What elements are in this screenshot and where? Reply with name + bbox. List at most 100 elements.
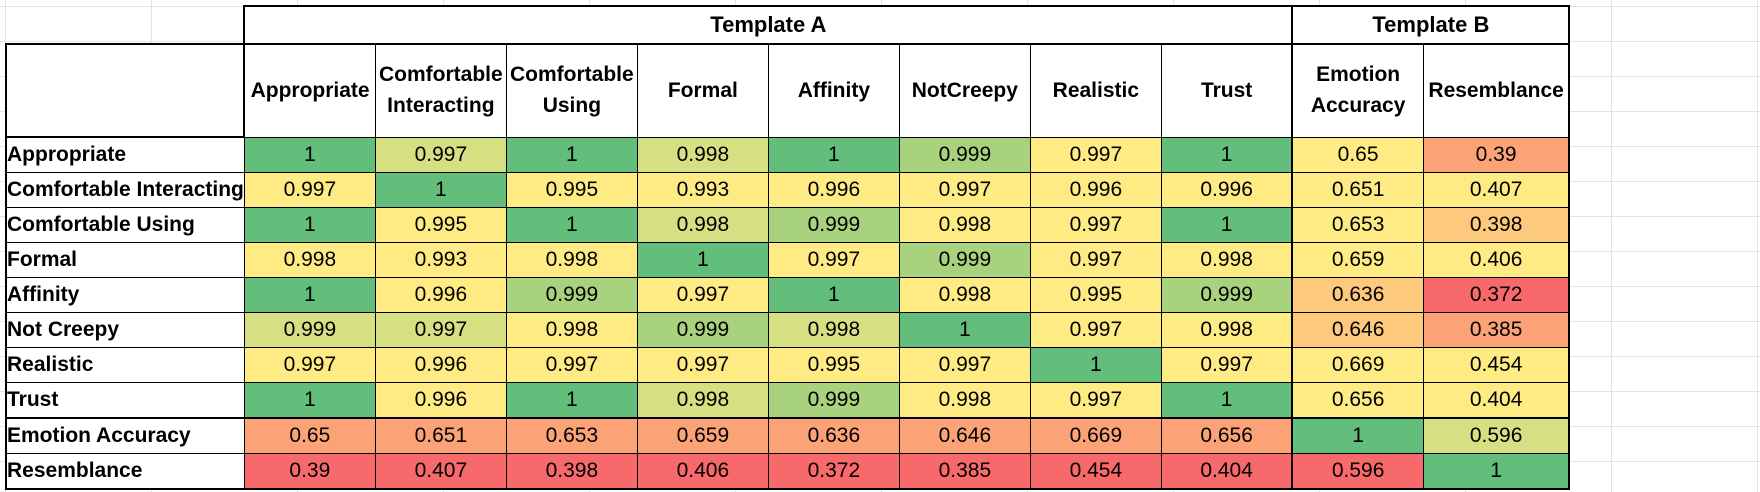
value-cell[interactable]: 0.999 [767,207,900,243]
row-header[interactable]: Formal [4,242,245,278]
value-cell[interactable]: 0.659 [636,417,769,454]
value-cell[interactable]: 1 [1160,382,1294,419]
value-cell[interactable]: 1 [636,242,769,278]
value-cell[interactable]: 0.997 [505,347,638,383]
value-cell[interactable]: 0.997 [1029,136,1162,173]
value-cell[interactable]: 0.998 [767,312,900,348]
value-cell[interactable]: 0.636 [767,417,900,454]
value-cell[interactable]: 0.998 [1160,242,1294,278]
value-cell[interactable]: 0.646 [1291,312,1424,348]
value-cell[interactable]: 0.385 [898,453,1031,490]
row-header[interactable]: Comfortable Using [4,207,245,243]
value-cell[interactable]: 1 [243,382,376,419]
value-cell[interactable]: 0.999 [898,242,1031,278]
value-cell[interactable]: 1 [243,136,376,173]
value-cell[interactable]: 0.404 [1422,382,1571,419]
column-header-emotion-accuracy[interactable]: Emotion Accuracy [1291,43,1424,138]
value-cell[interactable]: 1 [767,277,900,313]
value-cell[interactable]: 0.407 [1422,172,1571,208]
value-cell[interactable]: 0.651 [1291,172,1424,208]
value-cell[interactable]: 0.997 [636,277,769,313]
column-header-comfortable-using[interactable]: Comfortable Using [505,43,638,138]
value-cell[interactable]: 0.653 [1291,207,1424,243]
value-cell[interactable]: 0.999 [636,312,769,348]
value-cell[interactable]: 0.398 [505,453,638,490]
value-cell[interactable]: 0.997 [1029,312,1162,348]
value-cell[interactable]: 0.997 [243,172,376,208]
value-cell[interactable]: 1 [1291,417,1424,454]
value-cell[interactable]: 0.998 [636,382,769,419]
value-cell[interactable]: 0.997 [898,172,1031,208]
value-cell[interactable]: 0.398 [1422,207,1571,243]
row-header[interactable]: Trust [4,382,245,419]
value-cell[interactable]: 0.999 [1160,277,1294,313]
value-cell[interactable]: 0.372 [1422,277,1571,313]
value-cell[interactable]: 0.999 [505,277,638,313]
value-cell[interactable]: 0.39 [1422,136,1571,173]
corner-header-blank[interactable] [4,43,246,138]
column-header-trust[interactable]: Trust [1160,43,1294,138]
value-cell[interactable]: 1 [505,382,638,419]
value-cell[interactable]: 0.454 [1422,347,1571,383]
value-cell[interactable]: 0.996 [374,277,507,313]
value-cell[interactable]: 0.996 [767,172,900,208]
value-cell[interactable]: 0.999 [243,312,376,348]
value-cell[interactable]: 1 [767,136,900,173]
value-cell[interactable]: 1 [505,136,638,173]
value-cell[interactable]: 0.651 [374,417,507,454]
value-cell[interactable]: 0.596 [1422,417,1571,454]
value-cell[interactable]: 0.998 [898,277,1031,313]
value-cell[interactable]: 0.997 [1029,242,1162,278]
value-cell[interactable]: 0.998 [1160,312,1294,348]
value-cell[interactable]: 0.996 [374,347,507,383]
value-cell[interactable]: 0.998 [636,136,769,173]
value-cell[interactable]: 1 [374,172,507,208]
value-cell[interactable]: 0.998 [898,382,1031,419]
column-header-notcreepy[interactable]: NotCreepy [898,43,1031,138]
value-cell[interactable]: 0.669 [1029,417,1162,454]
value-cell[interactable]: 0.998 [505,242,638,278]
group-header-template-a[interactable]: Template A [243,5,1294,45]
value-cell[interactable]: 0.997 [374,312,507,348]
value-cell[interactable]: 0.995 [374,207,507,243]
row-header[interactable]: Not Creepy [4,312,245,348]
value-cell[interactable]: 0.997 [1029,207,1162,243]
row-header[interactable]: Realistic [4,347,245,383]
value-cell[interactable]: 1 [1029,347,1162,383]
value-cell[interactable]: 0.385 [1422,312,1571,348]
value-cell[interactable]: 0.998 [243,242,376,278]
value-cell[interactable]: 0.636 [1291,277,1424,313]
column-header-realistic[interactable]: Realistic [1029,43,1162,138]
value-cell[interactable]: 0.993 [636,172,769,208]
value-cell[interactable]: 1 [243,277,376,313]
value-cell[interactable]: 0.998 [898,207,1031,243]
value-cell[interactable]: 1 [1422,453,1571,490]
value-cell[interactable]: 0.997 [243,347,376,383]
value-cell[interactable]: 0.39 [243,453,376,490]
value-cell[interactable]: 0.404 [1160,453,1294,490]
row-header[interactable]: Affinity [4,277,245,313]
column-header-comfortable-interacting[interactable]: Comfortable Interacting [374,43,507,138]
value-cell[interactable]: 0.406 [636,453,769,490]
value-cell[interactable]: 1 [243,207,376,243]
value-cell[interactable]: 0.999 [898,136,1031,173]
value-cell[interactable]: 0.995 [1029,277,1162,313]
column-header-affinity[interactable]: Affinity [767,43,900,138]
row-header[interactable]: Emotion Accuracy [4,417,245,454]
row-header[interactable]: Comfortable Interacting [4,172,245,208]
value-cell[interactable]: 0.995 [505,172,638,208]
value-cell[interactable]: 1 [1160,136,1294,173]
value-cell[interactable]: 0.996 [1160,172,1294,208]
value-cell[interactable]: 0.995 [767,347,900,383]
column-header-formal[interactable]: Formal [636,43,769,138]
row-header[interactable]: Appropriate [4,136,245,173]
value-cell[interactable]: 0.406 [1422,242,1571,278]
value-cell[interactable]: 1 [1160,207,1294,243]
value-cell[interactable]: 0.656 [1160,417,1294,454]
value-cell[interactable]: 0.65 [1291,136,1424,173]
value-cell[interactable]: 0.998 [636,207,769,243]
value-cell[interactable]: 0.996 [1029,172,1162,208]
value-cell[interactable]: 0.997 [636,347,769,383]
value-cell[interactable]: 0.997 [374,136,507,173]
column-header-resemblance[interactable]: Resemblance [1422,43,1571,138]
